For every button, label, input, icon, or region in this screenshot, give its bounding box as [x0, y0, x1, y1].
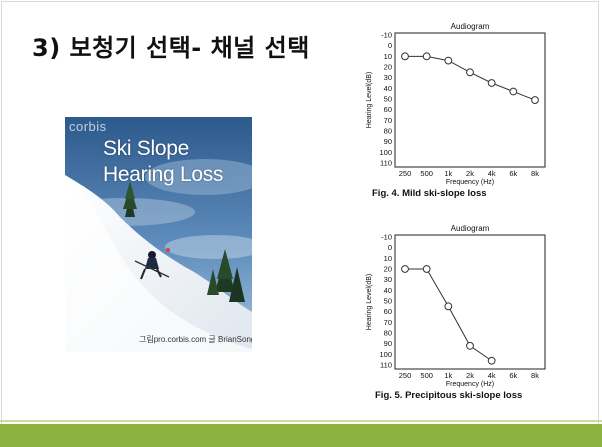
y-tick-label: 10	[384, 254, 392, 263]
y-tick-label: 40	[384, 84, 392, 93]
x-axis-label: Frequency (Hz)	[446, 381, 494, 388]
y-tick-label: 0	[388, 243, 392, 252]
y-tick-label: 20	[384, 63, 392, 72]
audiogram-precipitous: Audiogram -10 0 10 20 30 40 50 60 70 80 90 100 110 250…	[355, 224, 555, 394]
y-tick-label: 50	[384, 95, 392, 104]
footer-accent-line	[0, 420, 602, 422]
data-point	[444, 302, 453, 311]
y-tick-label: 100	[379, 148, 392, 157]
audiogram-mild: Audiogram -10 0 10 20 30 40 50 60 70 80 90 100 110 250…	[355, 22, 555, 192]
x-tick-label: 6k	[509, 169, 517, 178]
x-tick-label: 500	[420, 169, 433, 178]
x-tick-label: 4k	[488, 169, 496, 178]
data-point	[466, 68, 474, 77]
figure-5-caption: Fig. 5. Precipitous ski-slope loss	[375, 390, 523, 401]
photo-title-line1: Ski Slope	[103, 137, 190, 160]
y-axis-label: Hearing Level(dB)	[366, 274, 373, 330]
x-tick-label: 250	[399, 371, 412, 380]
data-point	[487, 79, 496, 87]
audiogram-title: Audiogram	[451, 22, 490, 31]
x-tick-label: 1k	[444, 371, 452, 380]
data-point	[487, 356, 496, 365]
x-tick-label: 8k	[531, 371, 539, 380]
y-tick-label: 80	[384, 127, 392, 136]
y-tick-label: 10	[384, 52, 392, 61]
y-tick-label: 60	[384, 307, 392, 316]
y-tick-label: 70	[384, 318, 392, 327]
photo-title-line2: Hearing Loss	[103, 163, 224, 186]
ski-slope-photo: corbis Ski Slope Hearing Loss 그림pro.corb…	[65, 117, 252, 352]
y-tick-label: 60	[384, 105, 392, 114]
x-tick-label: 250	[399, 169, 412, 178]
data-point	[531, 96, 539, 104]
plot-frame	[394, 32, 546, 168]
data-point	[444, 56, 453, 65]
x-tick-label: 500	[420, 371, 433, 380]
y-tick-label: 30	[384, 275, 392, 284]
data-point	[509, 87, 518, 96]
x-tick-label: 2k	[466, 169, 474, 178]
y-tick-label: 110	[380, 159, 392, 168]
y-tick-label: -10	[381, 233, 392, 242]
x-axis-label: Frequency (Hz)	[446, 179, 494, 186]
y-tick-label: 90	[384, 137, 392, 146]
x-tick-label: 6k	[509, 371, 517, 380]
slide-title: 3) 보청기 선택- 채널 선택	[32, 34, 310, 62]
y-tick-label: 50	[384, 297, 392, 306]
y-tick-label: 80	[384, 329, 392, 338]
y-tick-label: 40	[384, 286, 392, 295]
audiogram-title: Audiogram	[451, 224, 490, 233]
data-point	[401, 265, 409, 273]
y-axis-label: Hearing Level(dB)	[366, 72, 373, 128]
x-tick-label: 1k	[444, 169, 452, 178]
photo-credit: 그림pro.corbis.com 글 BrianSong	[139, 335, 252, 344]
figure-4-caption: Fig. 4. Mild ski-slope loss	[372, 188, 487, 199]
y-tick-label: 110	[380, 361, 392, 370]
y-tick-label: 90	[384, 339, 392, 348]
y-tick-label: 30	[384, 73, 392, 82]
y-tick-label: 0	[388, 41, 392, 50]
x-tick-label: 4k	[488, 371, 496, 380]
y-tick-label: -10	[381, 31, 392, 40]
data-point	[422, 265, 431, 273]
y-tick-label: 70	[384, 116, 392, 125]
data-point	[422, 52, 431, 61]
photo-brand-text: corbis	[69, 119, 107, 134]
data-point	[466, 341, 474, 350]
data-point	[401, 52, 409, 61]
y-tick-label: 100	[379, 350, 392, 359]
ski-slope-illustration	[65, 117, 252, 352]
y-tick-label: 20	[384, 265, 392, 274]
x-tick-label: 2k	[466, 371, 474, 380]
x-tick-label: 8k	[531, 169, 539, 178]
footer-bar	[0, 424, 602, 447]
